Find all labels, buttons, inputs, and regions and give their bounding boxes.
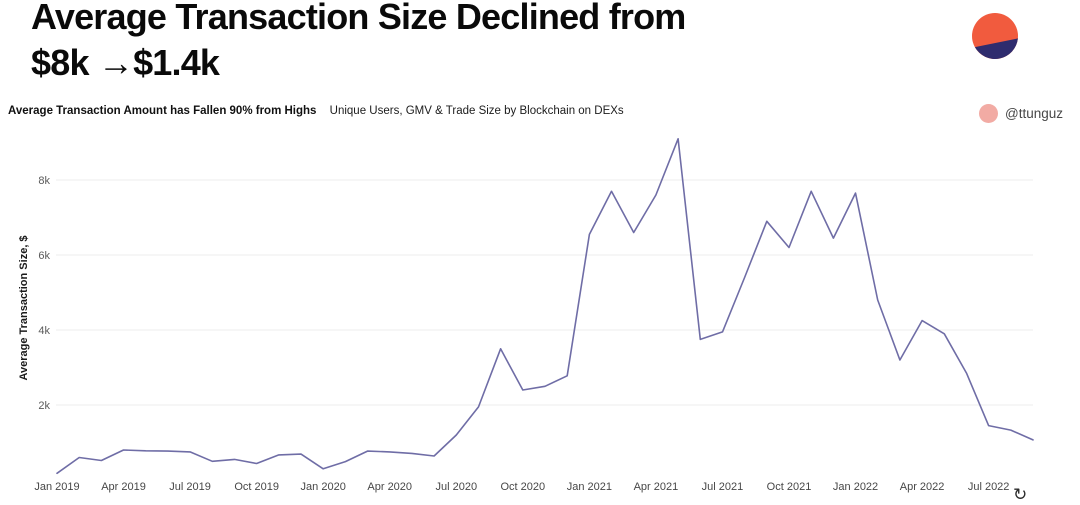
page-title: Average Transaction Size Declined from $… (31, 0, 891, 86)
logo-navy-half (974, 38, 1018, 59)
transaction-size-line-chart: 2k 4k 6k 8k Jan 2019 Apr 2019 Jul 2019 Oct 2019… (34, 138, 1034, 493)
chart-subtitle: Average Transaction Amount has Fallen 90… (8, 105, 624, 117)
x-tick-label: Oct 2021 (767, 481, 812, 493)
x-tick-label: Oct 2020 (500, 481, 545, 493)
subtitle-bold-text: Average Transaction Amount has Fallen 90… (8, 105, 317, 117)
x-tick-label: Jan 2019 (34, 481, 79, 493)
x-tick-label: Jan 2022 (833, 481, 878, 493)
avg-transaction-size-line (56, 138, 1034, 475)
x-tick-label: Jul 2020 (435, 481, 477, 493)
x-tick-label: Apr 2021 (634, 481, 679, 493)
x-tick-label: Jul 2021 (702, 481, 744, 493)
x-tick-label: Apr 2022 (900, 481, 945, 493)
author-attribution: @ttunguz (979, 103, 1063, 123)
y-tick-label-2k: 2k (38, 400, 50, 412)
x-tick-label: Apr 2019 (101, 481, 146, 493)
y-tick-label-8k: 8k (38, 175, 50, 187)
author-handle: @ttunguz (1005, 105, 1063, 121)
brand-logo-icon (972, 13, 1018, 59)
x-tick-label: Apr 2020 (367, 481, 412, 493)
page-title-line2: $8k →$1.4k (31, 42, 220, 83)
y-tick-label-4k: 4k (38, 325, 50, 337)
x-tick-label: Jul 2022 (968, 481, 1010, 493)
x-tick-label: Jul 2019 (169, 481, 211, 493)
subtitle-regular-text: Unique Users, GMV & Trade Size by Blockc… (329, 105, 624, 117)
x-tick-label: Jan 2020 (301, 481, 346, 493)
x-tick-label: Oct 2019 (234, 481, 279, 493)
x-tick-label: Jan 2021 (567, 481, 612, 493)
refresh-icon[interactable]: ↻ (1013, 485, 1028, 504)
author-avatar-dot-icon (979, 103, 998, 123)
y-tick-label-6k: 6k (38, 250, 50, 262)
page-title-line1: Average Transaction Size Declined from (31, 0, 686, 37)
